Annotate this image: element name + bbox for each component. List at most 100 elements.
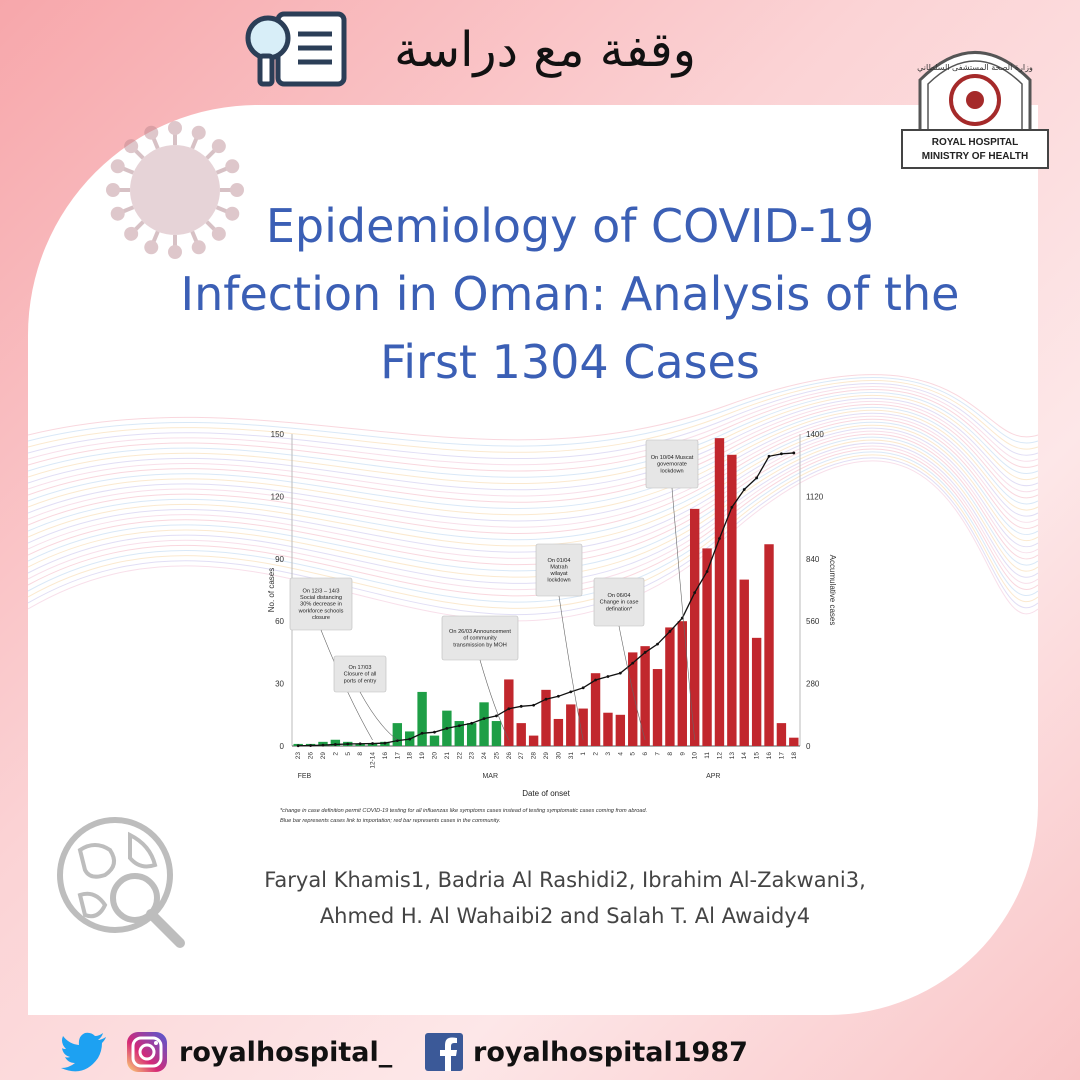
bar — [516, 723, 526, 746]
y-axis-label: No. of cases — [267, 568, 276, 612]
cumulative-point — [643, 651, 647, 654]
virus-spike-head — [110, 206, 125, 221]
cumulative-point — [433, 730, 436, 734]
x-tick-label: 26 — [506, 752, 513, 760]
y-tick-label: 120 — [271, 492, 285, 501]
cumulative-point — [507, 707, 511, 711]
cumulative-point — [718, 537, 721, 540]
y2-tick-label: 0 — [806, 742, 811, 751]
bar — [615, 714, 626, 746]
bar — [665, 627, 675, 746]
title-line-3: First 1304 Cases — [380, 335, 760, 389]
document-search-icon — [245, 11, 347, 87]
annotation-text: On 10/04 Muscat governorate lockdown — [651, 455, 694, 474]
annotation-leader — [558, 595, 584, 741]
x-tick-label: 25 — [493, 752, 500, 760]
wave-line — [28, 386, 1038, 466]
wave-line — [28, 409, 1038, 516]
logo-line2: MINISTRY OF HEALTH — [922, 151, 1028, 162]
bar — [739, 579, 749, 746]
virus-spike-head — [106, 183, 120, 197]
bar — [528, 735, 539, 746]
y-tick-label: 30 — [275, 680, 284, 689]
instagram-link[interactable]: royalhospital_ — [125, 1030, 392, 1074]
x-tick-label: 8 — [357, 752, 364, 756]
virus-spike-head — [168, 121, 182, 135]
annotation-leader — [618, 625, 646, 741]
wave-line — [28, 424, 1038, 547]
bar — [367, 743, 378, 746]
bar — [714, 438, 725, 746]
wave-line — [28, 430, 1038, 559]
x-tick-label: 22 — [456, 752, 463, 760]
virus-spike — [190, 131, 201, 150]
virus-spike — [205, 144, 221, 160]
globe-search-icon — [57, 817, 185, 948]
cumulative-point — [371, 742, 374, 745]
bar — [590, 673, 601, 746]
wave-line — [28, 383, 1038, 460]
y2-tick-label: 840 — [806, 555, 820, 564]
bar — [578, 708, 588, 746]
authors-line-1: Faryal Khamis1, Badria Al Rashidi2, Ibra… — [264, 868, 866, 892]
bar — [330, 739, 341, 746]
cumulative-point — [606, 675, 610, 678]
annotation-text: On 01/04 Matrah wilayat lockdown — [547, 558, 570, 584]
cumulative-point — [556, 694, 560, 698]
annotation-leader — [359, 691, 398, 741]
x-tick-label: 6 — [642, 752, 649, 756]
annotation-text: On 17/03 Closure of all ports of entry — [344, 665, 377, 684]
twitter-link[interactable] — [60, 1030, 108, 1074]
x-tick-label: 2 — [332, 752, 339, 756]
paper-title: Epidemiology of COVID-19 Infection in Om… — [150, 192, 990, 396]
twitter-icon — [61, 1032, 106, 1072]
x-tick-label: 4 — [617, 752, 624, 756]
cumulative-point — [445, 726, 449, 730]
bar — [764, 544, 774, 746]
cumulative-point — [383, 741, 387, 745]
x-tick-label: 9 — [679, 752, 686, 756]
cumulative-point — [755, 476, 759, 480]
virus-spike — [149, 131, 160, 150]
virus-icon — [106, 121, 244, 259]
bar — [652, 669, 663, 746]
cumulative-point — [594, 678, 597, 682]
instagram-icon — [127, 1032, 167, 1072]
cumulative-point — [742, 488, 746, 491]
authors: Faryal Khamis1, Badria Al Rashidi2, Ibra… — [200, 862, 930, 934]
x-tick-label: 17 — [394, 752, 401, 760]
bar — [466, 723, 477, 746]
x-tick-label: 12 — [716, 752, 723, 760]
bar — [479, 702, 489, 746]
x-tick-label: 2 — [593, 752, 600, 756]
facebook-link[interactable]: royalhospital1987 — [425, 1030, 748, 1074]
cumulative-point — [730, 505, 734, 509]
bar — [689, 508, 700, 746]
header-title: وقفة مع دراسة — [394, 22, 696, 78]
wave-line — [28, 448, 1038, 597]
virus-spike-head — [211, 226, 226, 241]
logo-line1: ROYAL HOSPITAL — [932, 137, 1019, 148]
bar — [628, 652, 638, 746]
virus-spike-head — [144, 125, 159, 140]
chart-footnote: *change in case definition permit COVID-… — [280, 808, 647, 814]
cumulative-point — [333, 743, 337, 746]
month-label: FEB — [298, 773, 312, 780]
annotation-leader — [671, 487, 695, 741]
chart-footnote: Blue bar represents cases link to import… — [280, 818, 500, 824]
virus-spike-head — [225, 159, 240, 174]
wave-line — [28, 451, 1038, 603]
bar — [727, 454, 737, 746]
annotation: On 01/04 Matrah wilayat lockdown — [535, 543, 584, 741]
virus-spike-head — [124, 139, 139, 154]
title-line-2: Infection in Oman: Analysis of the — [180, 267, 960, 321]
x-tick-label: 21 — [444, 752, 451, 760]
cumulative-point — [395, 739, 399, 743]
bar — [392, 723, 403, 746]
royal-hospital-logo: ROYAL HOSPITAL MINISTRY OF HEALTH وزارة … — [901, 51, 1049, 169]
wave-line — [28, 421, 1038, 541]
x-tick-label: 19 — [419, 752, 426, 760]
x-tick-label: 28 — [531, 752, 538, 760]
instagram-handle: royalhospital_ — [179, 1036, 393, 1068]
